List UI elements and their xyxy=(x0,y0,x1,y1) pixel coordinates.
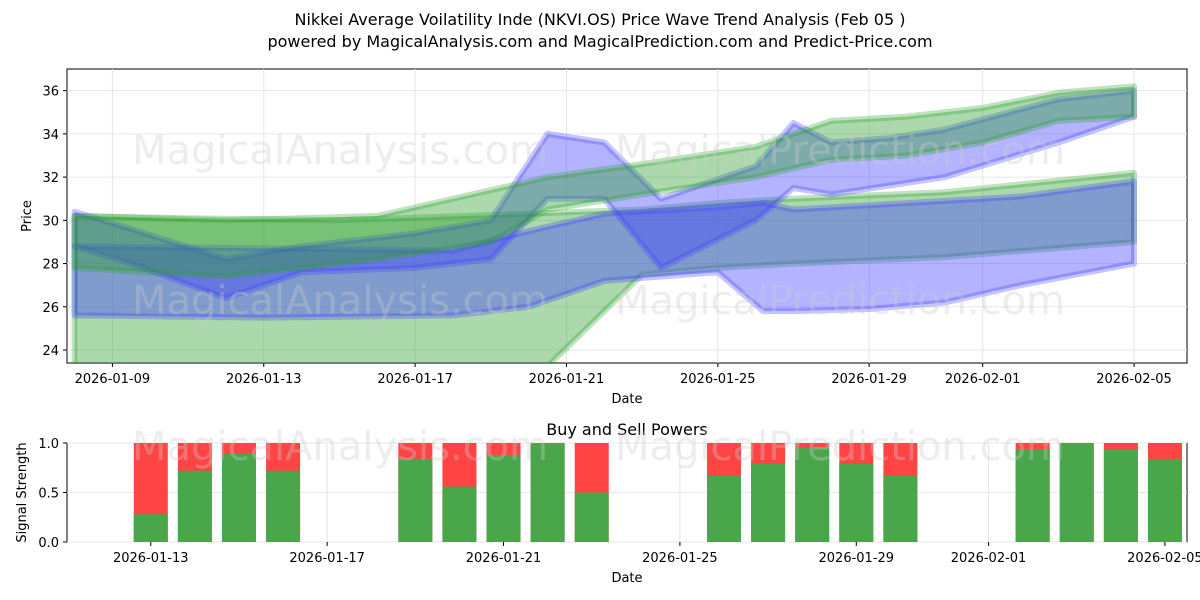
buy-power-bar xyxy=(530,443,565,542)
signal-chart-y-tick-label: 0.5 xyxy=(38,487,59,502)
price-chart-y-tick-label: 28 xyxy=(42,258,59,273)
buy-power-bar xyxy=(574,492,609,542)
price-chart-y-label: Price xyxy=(20,200,35,232)
signal-chart-x-tick-label: 2026-01-29 xyxy=(819,551,895,566)
price-chart-x-tick-label: 2026-02-05 xyxy=(1096,372,1172,387)
buy-power-bar xyxy=(177,470,212,542)
price-chart-y-tick-label: 24 xyxy=(42,344,59,359)
signal-chart: Buy and Sell Powers MagicalAnalysis.com M… xyxy=(15,420,1200,586)
chart-title-line-1: Nikkei Average Voilatility Inde (NKVI.OS… xyxy=(294,10,906,29)
price-chart-x-tick-label: 2026-02-01 xyxy=(945,372,1021,387)
signal-chart-x-tick-label: 2026-01-25 xyxy=(642,551,718,566)
buy-power-bar xyxy=(266,470,301,542)
signal-chart-y-tick-label: 0.0 xyxy=(38,536,59,551)
signal-chart-x-tick-label: 2026-02-05 xyxy=(1127,551,1200,566)
buy-power-bar xyxy=(486,454,521,542)
watermark-text: MagicalPrediction.com xyxy=(615,424,1065,470)
watermark-text: MagicalAnalysis.com xyxy=(132,424,548,470)
price-chart: MagicalAnalysis.com MagicalPrediction.com… xyxy=(20,68,1188,407)
signal-chart-title: Buy and Sell Powers xyxy=(546,420,708,439)
buy-power-bar xyxy=(398,458,433,542)
buy-power-bar xyxy=(1147,458,1182,542)
price-chart-x-tick-label: 2026-01-17 xyxy=(377,372,453,387)
buy-power-bar xyxy=(751,463,786,542)
price-chart-frame xyxy=(66,68,1188,364)
signal-chart-x-label: Date xyxy=(611,571,642,586)
watermark-text: MagicalAnalysis.com xyxy=(132,278,548,324)
watermark-text: MagicalPrediction.com xyxy=(615,278,1065,324)
buy-power-bar xyxy=(795,447,830,542)
watermark-text: MagicalPrediction.com xyxy=(615,128,1065,174)
buy-power-bar xyxy=(133,514,168,542)
signal-chart-x-tick-label: 2026-01-21 xyxy=(466,551,542,566)
price-chart-y-tick-label: 36 xyxy=(42,85,59,100)
buy-power-bar xyxy=(221,453,256,542)
signal-chart-x-tick-label: 2026-01-17 xyxy=(289,551,365,566)
buy-power-bar xyxy=(707,475,742,542)
chart-title-line-2: powered by MagicalAnalysis.com and Magic… xyxy=(267,32,933,51)
signal-chart-x-tick-label: 2026-01-13 xyxy=(113,551,189,566)
price-chart-y-tick-label: 30 xyxy=(42,214,59,229)
price-chart-y-tick-label: 34 xyxy=(42,128,59,143)
price-band-green-wide-band xyxy=(71,169,1137,363)
buy-power-bar xyxy=(1015,448,1050,542)
buy-power-bar xyxy=(839,463,874,542)
price-chart-x-tick-label: 2026-01-09 xyxy=(75,372,151,387)
buy-power-bar xyxy=(1059,443,1094,542)
buy-power-bar xyxy=(442,486,477,542)
price-chart-x-tick-label: 2026-01-13 xyxy=(226,372,302,387)
watermark-text: MagicalAnalysis.com xyxy=(132,128,548,174)
buy-power-bar xyxy=(883,475,918,542)
price-band-green-upper-band xyxy=(71,83,1137,280)
signal-chart-y-tick-label: 1.0 xyxy=(38,437,59,452)
signal-chart-x-tick-label: 2026-02-01 xyxy=(951,551,1027,566)
signal-chart-y-label: Signal Strength xyxy=(15,442,30,542)
price-chart-x-label: Date xyxy=(611,392,642,407)
price-chart-y-tick-label: 32 xyxy=(42,171,59,186)
price-chart-x-tick-label: 2026-01-29 xyxy=(831,372,907,387)
price-band-blue-wave-band xyxy=(71,87,1137,302)
price-chart-x-tick-label: 2026-01-25 xyxy=(680,372,756,387)
buy-power-bar xyxy=(1103,448,1138,542)
price-chart-y-tick-label: 26 xyxy=(42,301,59,316)
price-band-blue-lower-band xyxy=(71,178,1137,321)
price-chart-x-tick-label: 2026-01-21 xyxy=(529,372,605,387)
